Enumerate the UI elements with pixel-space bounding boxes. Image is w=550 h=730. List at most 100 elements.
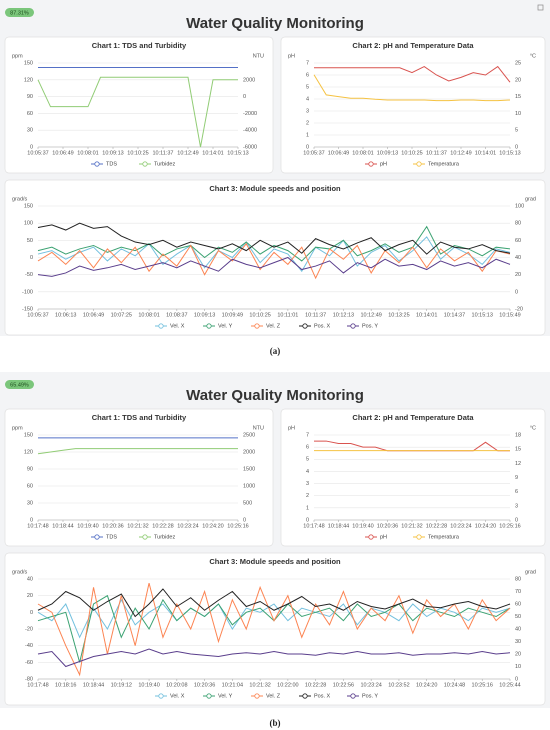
x-tick-label: 10:11:37 [152, 150, 173, 156]
y2-axis-label: grad [525, 569, 536, 575]
x-tick-label: 10:20:36 [377, 523, 398, 529]
legend-label: Pos. Y [362, 323, 378, 329]
page-title: Water Quality Monitoring [186, 15, 364, 32]
y2-tick-label: 0 [515, 289, 518, 295]
y2-axis-label: °C [530, 53, 536, 59]
y-tick-label: 100 [24, 221, 33, 227]
x-tick-label: 10:11:37 [305, 312, 326, 318]
x-tick-label: 10:14:01 [475, 150, 496, 156]
y-tick-label: -80 [25, 676, 33, 682]
y-tick-label: 0 [30, 517, 33, 523]
x-tick-label: 10:08:37 [166, 312, 187, 318]
legend-label: Vel. Z [266, 693, 281, 699]
x-tick-label: 10:15:13 [499, 150, 520, 156]
y2-tick-label: 100 [515, 203, 524, 209]
x-tick-label: 10:22:28 [152, 523, 173, 529]
chart-title: Chart 3: Module speeds and position [209, 184, 341, 193]
x-tick-label: 10:24:20 [475, 523, 496, 529]
legend-label: Temperatura [428, 161, 460, 167]
data-line [37, 242, 511, 280]
window-icon [537, 4, 544, 11]
y2-tick-label: 10 [515, 664, 521, 670]
legend-label: Vel. Y [218, 323, 233, 329]
x-tick-label: 10:05:37 [303, 150, 324, 156]
y2-tick-label: 2000 [243, 449, 255, 455]
x-tick-label: 10:17:48 [303, 523, 324, 529]
x-tick-label: 10:19:40 [77, 523, 98, 529]
y2-tick-label: 60 [515, 238, 521, 244]
x-tick-label: 10:12:49 [177, 150, 198, 156]
x-tick-label: 10:21:32 [249, 682, 270, 688]
data-line [37, 76, 238, 148]
y-tick-label: 0 [306, 144, 309, 150]
x-tick-label: 10:24:20 [202, 523, 223, 529]
y2-tick-label: 20 [515, 77, 521, 83]
x-tick-label: 10:22:28 [426, 523, 447, 529]
legend-label: Turbidez [154, 161, 175, 167]
x-tick-label: 10:24:20 [416, 682, 437, 688]
badge: 65.49% [10, 382, 29, 388]
data-line [37, 598, 511, 639]
x-tick-label: 10:09:49 [222, 312, 243, 318]
chart-title: Chart 1: TDS and Turbidity [92, 413, 187, 422]
x-tick-label: 10:15:13 [472, 312, 493, 318]
chart-title: Chart 1: TDS and Turbidity [92, 41, 187, 50]
legend-label: Vel. Y [218, 693, 233, 699]
x-tick-label: 10:14:01 [416, 312, 437, 318]
legend-marker [94, 161, 100, 167]
y2-tick-label: 18 [515, 432, 521, 438]
x-tick-label: 10:20:08 [166, 682, 187, 688]
chart-card [4, 408, 274, 547]
x-tick-label: 10:24:48 [444, 682, 465, 688]
data-line [37, 256, 511, 277]
legend-marker [142, 161, 148, 167]
x-tick-label: 10:09:13 [102, 150, 123, 156]
legend-marker [254, 323, 260, 329]
legend-label: Vel. Z [266, 323, 281, 329]
y-tick-label: 20 [27, 593, 33, 599]
y2-tick-label: 500 [243, 500, 252, 506]
x-tick-label: 10:20:36 [194, 682, 215, 688]
y2-tick-label: 2500 [243, 432, 255, 438]
chart-card [280, 36, 546, 174]
y-tick-label: 1 [306, 505, 309, 511]
x-tick-label: 10:06:49 [328, 150, 349, 156]
x-tick-label: 10:12:49 [360, 312, 381, 318]
x-tick-label: 10:11:37 [426, 150, 447, 156]
data-line [313, 74, 511, 102]
y2-tick-label: 0 [243, 94, 246, 100]
data-line [37, 236, 511, 273]
y2-tick-label: 20 [515, 651, 521, 657]
x-tick-label: 10:25:16 [472, 682, 493, 688]
x-tick-label: 10:14:01 [202, 150, 223, 156]
y2-tick-label: 25 [515, 60, 521, 66]
legend-marker [142, 534, 148, 540]
y2-tick-label: 15 [515, 94, 521, 100]
y-tick-label: 60 [27, 483, 33, 489]
x-tick-label: 10:07:25 [111, 312, 132, 318]
y2-tick-label: 15 [515, 447, 521, 453]
y-tick-label: 0 [306, 517, 309, 523]
x-tick-label: 10:06:49 [52, 150, 73, 156]
y-tick-label: 60 [27, 111, 33, 117]
y2-tick-label: 80 [515, 221, 521, 227]
legend-marker [206, 693, 212, 699]
y-tick-label: 0 [30, 610, 33, 616]
y2-tick-label: 0 [515, 144, 518, 150]
y-tick-label: 3 [306, 481, 309, 487]
y2-tick-label: 1000 [243, 483, 255, 489]
y2-tick-label: 3 [515, 503, 518, 509]
x-tick-label: 10:23:24 [177, 523, 198, 529]
legend-marker [368, 161, 374, 167]
legend-label: pH [380, 534, 387, 540]
x-tick-label: 10:14:37 [444, 312, 465, 318]
chart-card [4, 36, 274, 174]
y2-tick-label: 0 [515, 517, 518, 523]
caption: (b) [270, 718, 281, 728]
y2-tick-label: 40 [515, 255, 521, 261]
y-tick-label: 90 [27, 94, 33, 100]
x-tick-label: 10:15:13 [227, 150, 248, 156]
x-tick-label: 10:09:13 [194, 312, 215, 318]
x-tick-label: 10:10:25 [249, 312, 270, 318]
y2-tick-label: 6 [515, 489, 518, 495]
